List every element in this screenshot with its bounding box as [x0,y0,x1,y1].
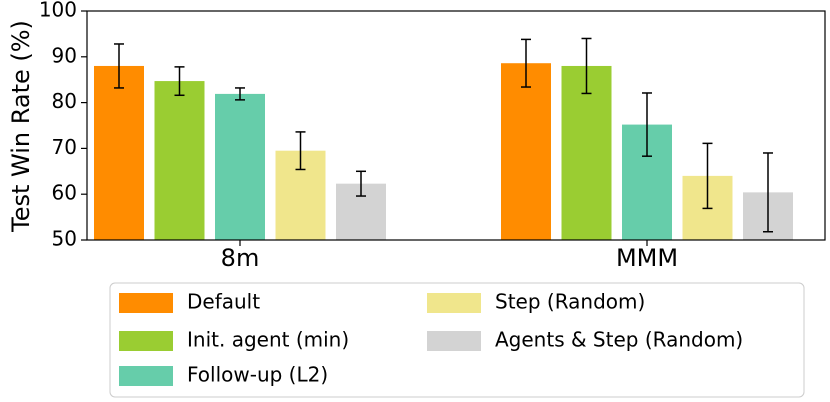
x-tick-label-mmm: MMM [616,244,678,272]
bar-8m-0 [94,65,144,241]
y-tick-label: 100 [39,0,77,22]
legend: Default Init. agent (min) Follow-up (L2) St… [109,282,805,398]
y-tick-label: 60 [52,181,77,205]
y-tick-label: 90 [52,43,77,67]
bar-8m-2 [215,93,265,240]
legend-swatch-3 [427,293,481,313]
y-tick-label: 80 [52,89,77,113]
legend-swatch-4 [427,331,481,351]
bar-mmm-1 [561,65,612,241]
x-tick-label-8m: 8m [221,244,260,272]
bar-mmm-0 [501,63,551,240]
error-bars [114,37,773,233]
legend-label-0: Default [187,290,260,314]
bar-8m-1 [154,81,205,240]
plot-frame [86,10,826,241]
y-tick-label: 70 [52,135,77,159]
legend-label-4: Agents & Step (Random) [495,328,743,352]
legend-swatch-1 [119,331,173,351]
legend-label-1: Init. agent (min) [187,328,349,352]
y-ticks: 50 60 70 80 90 100 [39,0,87,251]
legend-swatch-0 [119,293,173,313]
legend-label-3: Step (Random) [495,290,645,314]
y-tick-label: 50 [52,227,77,251]
y-axis-label: Test Win Rate (%) [7,20,35,233]
legend-swatch-2 [119,366,173,386]
bars [94,63,793,241]
x-ticks: 8m MMM [221,240,678,272]
legend-label-2: Follow-up (L2) [187,363,328,387]
